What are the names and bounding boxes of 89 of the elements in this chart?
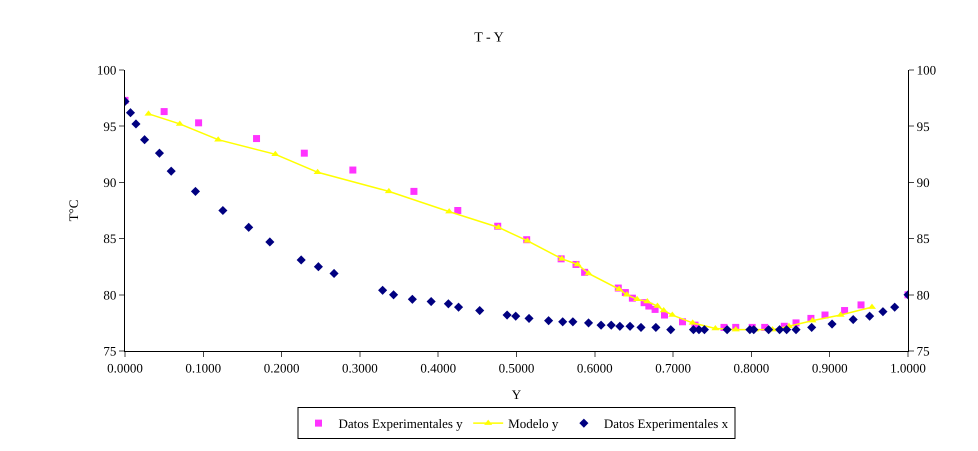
x-tick-label: 0.8000 bbox=[734, 360, 770, 376]
y-tick-label: 90 bbox=[103, 174, 116, 190]
point bbox=[265, 237, 274, 247]
y-tick-label: 85 bbox=[103, 231, 116, 246]
point bbox=[140, 135, 150, 144]
point bbox=[791, 325, 801, 334]
x-axis-title: Y bbox=[512, 387, 522, 402]
point bbox=[636, 322, 646, 332]
point bbox=[574, 260, 582, 266]
point bbox=[378, 286, 388, 295]
point bbox=[314, 262, 323, 272]
point bbox=[890, 302, 900, 312]
x-tick-label: 0.3000 bbox=[342, 360, 378, 376]
point bbox=[858, 301, 865, 308]
point bbox=[389, 290, 398, 300]
point bbox=[296, 255, 306, 265]
legend-label: Datos Experimentales y bbox=[338, 416, 464, 432]
point bbox=[511, 312, 520, 321]
x-tick-label: 0.1000 bbox=[185, 360, 222, 376]
point bbox=[807, 322, 816, 332]
point bbox=[606, 320, 616, 330]
point bbox=[160, 108, 168, 116]
point bbox=[584, 318, 594, 328]
y-tick-label: 100 bbox=[96, 62, 116, 78]
point bbox=[349, 166, 356, 174]
point bbox=[584, 270, 593, 276]
point bbox=[568, 317, 578, 326]
point bbox=[154, 148, 164, 158]
point bbox=[166, 166, 176, 176]
point bbox=[444, 299, 453, 308]
point bbox=[782, 325, 792, 334]
point bbox=[828, 319, 837, 329]
x-tick-label: 1.0000 bbox=[890, 360, 926, 376]
point bbox=[190, 186, 200, 196]
point bbox=[253, 135, 260, 142]
y2-tick-label: 95 bbox=[916, 118, 930, 134]
point bbox=[848, 314, 858, 324]
chart-title: T - Y bbox=[474, 30, 504, 46]
point bbox=[615, 322, 624, 331]
point bbox=[408, 294, 417, 304]
point bbox=[524, 314, 534, 323]
point bbox=[666, 325, 676, 334]
x-tick-label: 0.0000 bbox=[107, 360, 143, 376]
point bbox=[625, 322, 635, 331]
point bbox=[878, 307, 888, 316]
point bbox=[722, 325, 732, 334]
x-tick-label: 0.9000 bbox=[812, 360, 848, 376]
point bbox=[131, 119, 141, 128]
point bbox=[544, 316, 554, 326]
point bbox=[475, 306, 484, 316]
y-tick-label: 95 bbox=[103, 118, 116, 134]
point bbox=[558, 317, 568, 326]
point bbox=[384, 188, 393, 194]
legend-label: Datos Experimentales x bbox=[604, 416, 729, 432]
legend-label: Modelo y bbox=[508, 416, 559, 432]
point bbox=[426, 296, 436, 306]
y-tick-label: 75 bbox=[103, 344, 116, 359]
point bbox=[300, 150, 308, 157]
point bbox=[502, 310, 512, 320]
point bbox=[176, 120, 184, 126]
point bbox=[651, 322, 660, 332]
y2-tick-label: 85 bbox=[916, 231, 930, 246]
y2-tick-label: 75 bbox=[916, 344, 930, 359]
x-tick-label: 0.2000 bbox=[264, 360, 300, 376]
point bbox=[218, 206, 228, 216]
point bbox=[688, 319, 697, 325]
y-tick-label: 80 bbox=[103, 287, 116, 302]
point bbox=[596, 320, 606, 330]
point bbox=[314, 168, 322, 174]
point bbox=[410, 188, 418, 195]
y2-tick-label: 90 bbox=[916, 174, 930, 190]
x-tick-label: 0.4000 bbox=[420, 360, 456, 376]
point bbox=[330, 268, 339, 278]
point bbox=[764, 325, 774, 334]
y2-tick-label: 80 bbox=[916, 287, 930, 302]
point bbox=[195, 119, 202, 126]
y2-tick-label: 100 bbox=[916, 62, 936, 78]
point bbox=[633, 296, 642, 302]
point bbox=[775, 325, 784, 334]
point bbox=[126, 108, 136, 118]
point bbox=[244, 222, 254, 232]
point bbox=[865, 312, 874, 321]
x-tick-label: 0.5000 bbox=[498, 360, 534, 376]
point bbox=[454, 302, 464, 312]
x-tick-label: 0.6000 bbox=[576, 360, 613, 376]
point bbox=[271, 150, 280, 156]
x-tick-label: 0.7000 bbox=[655, 360, 691, 376]
point bbox=[454, 207, 462, 214]
y-axis-title: T°C bbox=[66, 200, 81, 222]
